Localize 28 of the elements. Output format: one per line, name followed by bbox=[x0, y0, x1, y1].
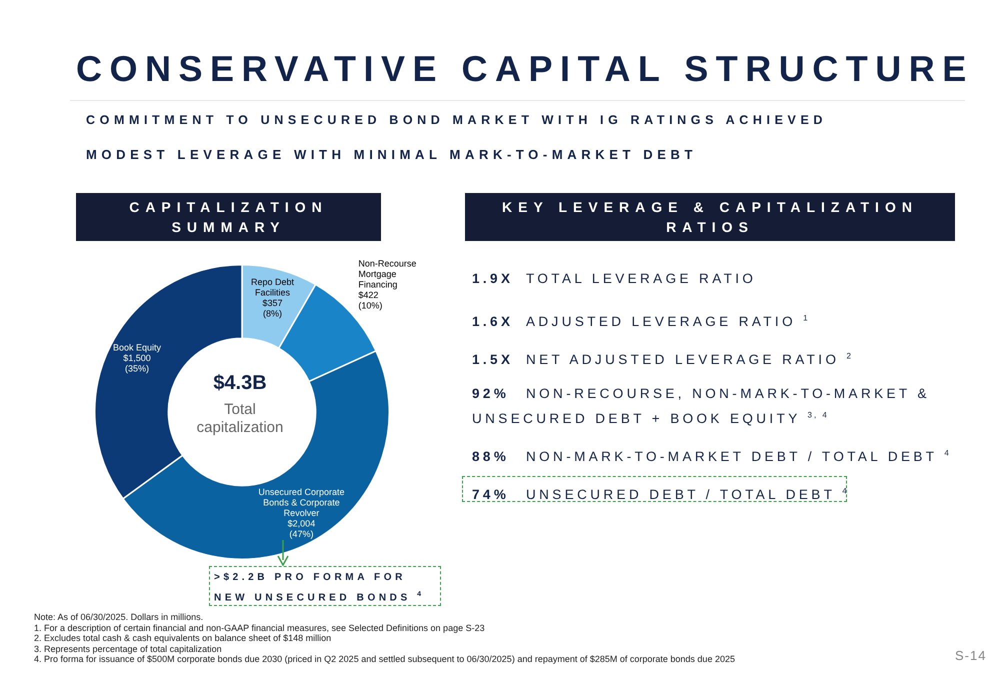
data-label: $1,500 (35%) bbox=[123, 353, 151, 374]
slice-label: Repo Debt Facilities bbox=[250, 276, 295, 298]
text: 1. For a description of certain financial and non-GAAP financial measures, see Selected Definitions on page S-23 bbox=[34, 622, 485, 632]
text: Total capitalization bbox=[196, 401, 284, 437]
text: CAPITALIZATION SUMMARY bbox=[76, 193, 381, 241]
text: 4. Pro forma for issuance of $500M corporate bonds due 2030 (priced in Q2 2025 and settled subsequent to 06/30/2025) and repayment of $285M of corporate bonds due 2025 bbox=[34, 654, 735, 664]
data-label: $2,004 (47%) bbox=[288, 518, 316, 540]
text: Note: As of 06/30/2025. Dollars in millions. bbox=[34, 612, 204, 622]
text: S-14 bbox=[955, 648, 986, 663]
text: 1.5X NET ADJUSTED LEVERAGE RATIO $^{2}$ bbox=[472, 350, 853, 368]
text: 88% NON-MARK-TO-MARKET DEBT / TOTAL DEBT $^{4}$ bbox=[472, 448, 951, 464]
text: 3. Represents percentage of total capitalization bbox=[34, 644, 222, 654]
text: $4.3B bbox=[212, 372, 268, 395]
text: 74% UNSECURED DEBT / TOTAL DEBT $^{4}$ bbox=[472, 486, 849, 502]
text: 1.9X TOTAL LEVERAGE RATIO bbox=[472, 270, 756, 288]
text: COMMITMENT TO UNSECURED BOND MARKET WITH IG RATINGS ACHIEVED bbox=[86, 113, 828, 127]
text: 92% NON-RECOURSE, NON-MARK-TO-MARKET & UNSECURED DEBT + BOOK EQUITY $^{3, 4}$ bbox=[472, 386, 930, 426]
slice-label: Unsecured Corporate Bonds & Corporate Revolver bbox=[258, 487, 344, 518]
text: 2. Excludes total cash & cash equivalents on balance sheet of $148 million bbox=[34, 633, 332, 643]
slice-label: Book Equity bbox=[112, 342, 162, 353]
text: MODEST LEVERAGE WITH MINIMAL MARK-TO-MARKET DEBT bbox=[86, 147, 698, 162]
slice-label: Non-Recourse Mortgage Financing bbox=[358, 258, 416, 290]
data-label: $357 (8%) bbox=[262, 298, 283, 318]
text: KEY LEVERAGE & CAPITALIZATION RATIOS bbox=[465, 193, 955, 241]
text: >$2.2B PRO FORMA FOR NEW UNSECURED BONDS $^{4}$ bbox=[214, 571, 426, 606]
text: 1.6X ADJUSTED LEVERAGE RATIO $^{1}$ bbox=[472, 312, 810, 330]
text: CONSERVATIVE CAPITAL STRUCTURE bbox=[76, 48, 974, 90]
data-label: $422 (10%) bbox=[358, 290, 382, 311]
